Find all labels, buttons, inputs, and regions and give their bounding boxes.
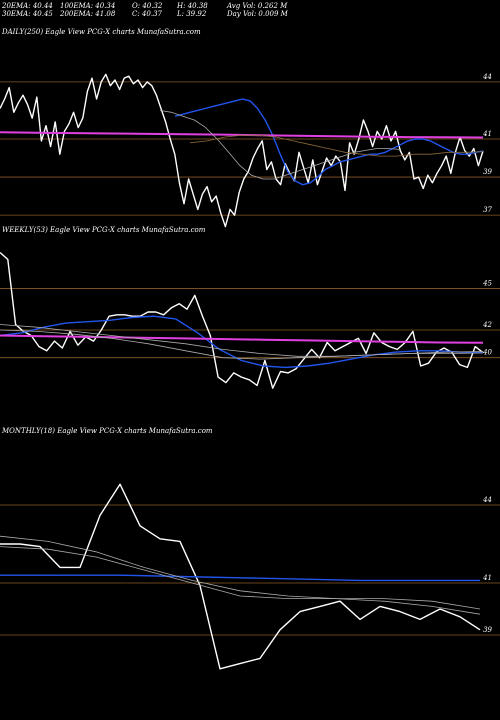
ema200-label: 200EMA: 41.08	[60, 10, 116, 18]
ema-grey-line	[0, 329, 484, 360]
y-tick-label: 37	[483, 206, 492, 214]
open-label: O: 40.32	[132, 2, 163, 10]
y-tick-label: 40	[482, 349, 492, 357]
y-tick-label: 39	[483, 168, 492, 176]
ema-blue-line	[174, 98, 484, 186]
daily-panel-title: DAILY(250) Eagle View PCG-X charts Munaf…	[2, 28, 201, 36]
ema30-label: 30EMA: 40.45	[2, 10, 53, 18]
ema-grey-line	[0, 546, 481, 615]
y-tick-label: 42	[482, 321, 492, 329]
close-label: C: 40.37	[132, 10, 162, 18]
avg-vol-label: Avg Vol: 0.262 M	[227, 2, 288, 10]
ema100-label: 100EMA: 40.34	[60, 2, 116, 10]
low-label: L: 39.92	[177, 10, 207, 18]
y-tick-label: 41	[482, 574, 492, 582]
monthly-panel-title: MONTHLY(18) Eagle View PCG-X charts Muna…	[2, 427, 213, 435]
y-tick-label: 44	[482, 496, 492, 504]
ema-blue-line	[0, 574, 480, 582]
ema-grey-line	[159, 110, 401, 180]
y-tick-label: 41	[482, 130, 492, 138]
ema-blue-line	[0, 315, 484, 369]
y-tick-label: 39	[483, 626, 492, 634]
ema20-label: 20EMA: 40.44	[2, 2, 53, 10]
ema-grey-line	[0, 535, 481, 610]
price-line	[0, 483, 481, 670]
y-tick-label: 45	[482, 279, 492, 287]
day-vol-label: Day Vol: 0.009 M	[227, 10, 288, 18]
price-line	[0, 251, 484, 389]
price-line	[0, 73, 484, 228]
ema-brown-line	[189, 134, 484, 157]
high-label: H: 40.38	[177, 2, 208, 10]
weekly-panel-title: WEEKLY(53) Eagle View PCG-X charts Munaf…	[2, 226, 206, 234]
y-tick-label: 44	[482, 73, 492, 81]
ema-magenta-line	[0, 334, 484, 344]
